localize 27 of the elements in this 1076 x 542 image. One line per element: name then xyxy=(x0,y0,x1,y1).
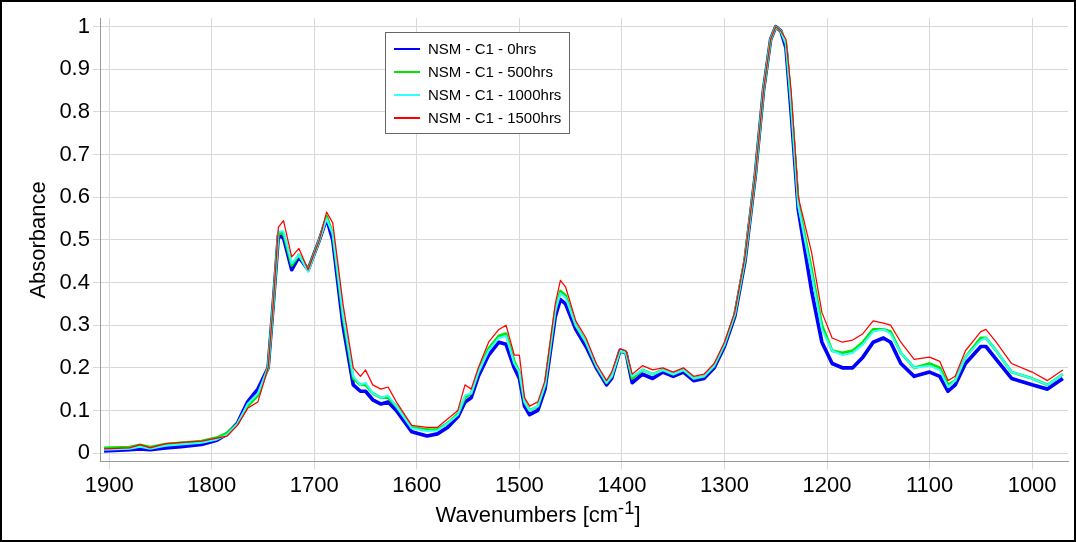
y-axis-title: Absorbance xyxy=(25,181,51,299)
y-tick-label: 0.1 xyxy=(59,396,90,422)
x-tick-label: 1500 xyxy=(494,471,544,497)
y-tick-label: 1 xyxy=(77,12,90,38)
x-tick-label: 1200 xyxy=(802,471,852,497)
y-tick-label: 0.4 xyxy=(59,268,90,294)
legend-label: NSM - C1 - 1500hrs xyxy=(428,109,562,126)
x-tick-label: 1600 xyxy=(392,471,442,497)
y-tick-label: 0.8 xyxy=(59,98,90,124)
y-tick-label: 0.5 xyxy=(59,225,90,251)
x-tick-label: 1700 xyxy=(289,471,339,497)
x-tick-label: 1800 xyxy=(187,471,237,497)
legend-label: NSM - C1 - 500hrs xyxy=(428,63,554,80)
y-tick-label: 0.7 xyxy=(59,140,90,166)
y-tick-label: 0.2 xyxy=(59,353,90,379)
x-tick-label: 1000 xyxy=(1007,471,1057,497)
x-tick-label: 1400 xyxy=(597,471,647,497)
x-tick-label: 1100 xyxy=(905,471,954,497)
x-tick-label: 1300 xyxy=(699,471,749,497)
y-tick-label: 0.9 xyxy=(59,55,90,81)
legend-label: NSM - C1 - 0hrs xyxy=(428,40,537,57)
y-tick-label: 0 xyxy=(77,439,90,465)
y-tick-label: 0.3 xyxy=(59,311,90,337)
y-tick-label: 0.6 xyxy=(59,183,90,209)
x-axis-title: Wavenumbers [cm$^{-1}$] xyxy=(434,497,642,529)
legend-label: NSM - C1 - 1000hrs xyxy=(428,86,562,103)
x-tick-label: 1900 xyxy=(84,471,134,497)
